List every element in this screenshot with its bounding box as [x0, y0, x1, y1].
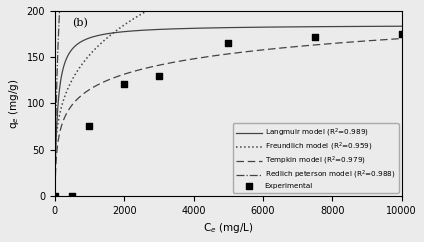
Line: Freundlich model (R$^2$=0.959): Freundlich model (R$^2$=0.959) — [55, 0, 402, 185]
Tempkin model (R$^2$=0.979) — [260, 48, 265, 51]
Experimental — [86, 125, 93, 129]
Line: Tempkin model (R$^2$=0.979): Tempkin model (R$^2$=0.979) — [55, 38, 402, 242]
Experimental — [52, 194, 59, 198]
Tempkin model (R$^2$=0.979) — [185, 58, 190, 61]
Y-axis label: q$_e$ (mg/g): q$_e$ (mg/g) — [7, 78, 21, 129]
Experimental — [399, 32, 405, 36]
Experimental — [225, 41, 232, 45]
Experimental — [69, 194, 75, 198]
Text: (b): (b) — [72, 18, 88, 29]
Legend: Langmuir model (R$^2$=0.989), Freundlich model (R$^2$=0.959), Tempkin model (R$^: Langmuir model (R$^2$=0.989), Freundlich… — [233, 123, 399, 193]
Langmuir model (R$^2$=0.989) — [311, 25, 316, 28]
Tempkin model (R$^2$=0.979) — [278, 47, 283, 50]
Langmuir model (R$^2$=0.989) — [260, 26, 265, 29]
Langmuir model (R$^2$=0.989) — [278, 25, 283, 28]
Freundlich model (R$^2$=0.959) — [115, 28, 120, 31]
Experimental — [312, 35, 318, 39]
X-axis label: C$_e$ (mg/L): C$_e$ (mg/L) — [203, 221, 254, 235]
Tempkin model (R$^2$=0.979) — [115, 75, 120, 78]
Langmuir model (R$^2$=0.989) — [52, 194, 57, 197]
Experimental — [121, 82, 128, 86]
Line: Redlich peterson model (R$^2$=0.988): Redlich peterson model (R$^2$=0.988) — [55, 0, 402, 196]
Langmuir model (R$^2$=0.989) — [185, 27, 190, 30]
Experimental — [156, 74, 162, 78]
Tempkin model (R$^2$=0.979) — [399, 37, 404, 40]
Langmuir model (R$^2$=0.989) — [399, 25, 404, 28]
Freundlich model (R$^2$=0.959) — [52, 184, 57, 187]
Redlich peterson model (R$^2$=0.988) — [52, 194, 57, 197]
Langmuir model (R$^2$=0.989) — [338, 25, 343, 28]
Langmuir model (R$^2$=0.989) — [115, 31, 120, 34]
Tempkin model (R$^2$=0.979) — [311, 44, 316, 46]
Line: Langmuir model (R$^2$=0.989): Langmuir model (R$^2$=0.989) — [55, 26, 402, 196]
Tempkin model (R$^2$=0.979) — [338, 41, 343, 44]
